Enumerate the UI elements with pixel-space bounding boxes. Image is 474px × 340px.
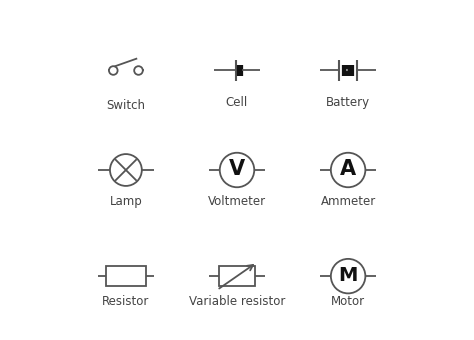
Text: V: V xyxy=(229,159,245,179)
Bar xyxy=(219,266,255,286)
Text: Voltmeter: Voltmeter xyxy=(208,195,266,208)
Text: Switch: Switch xyxy=(106,99,146,112)
Text: Lamp: Lamp xyxy=(109,195,142,208)
Bar xyxy=(106,266,146,286)
Text: Cell: Cell xyxy=(226,96,248,108)
Text: M: M xyxy=(338,266,358,285)
Text: Resistor: Resistor xyxy=(102,294,150,307)
Text: Motor: Motor xyxy=(331,294,365,307)
Text: Battery: Battery xyxy=(326,96,370,108)
Text: Ammeter: Ammeter xyxy=(320,195,376,208)
Text: Variable resistor: Variable resistor xyxy=(189,294,285,307)
Text: A: A xyxy=(340,159,356,179)
